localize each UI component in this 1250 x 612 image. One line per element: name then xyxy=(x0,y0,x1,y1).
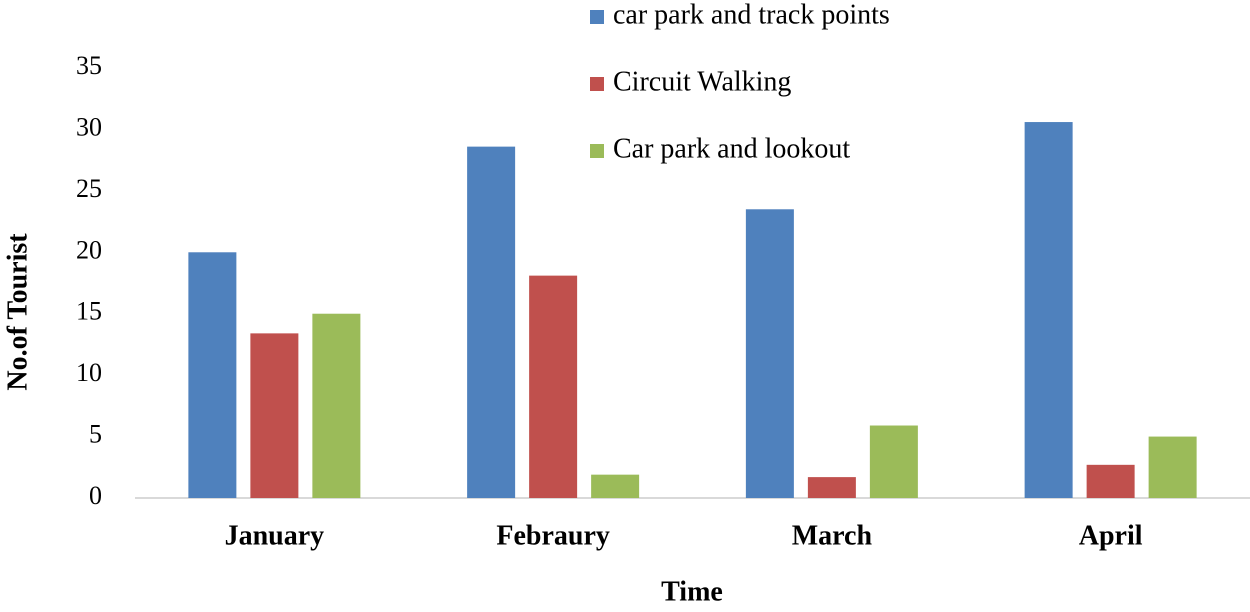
y-tick-label: 5 xyxy=(89,420,102,449)
legend-swatch xyxy=(590,10,604,24)
legend-label: Car park and lookout xyxy=(613,133,850,164)
bar xyxy=(188,252,237,498)
bar xyxy=(529,275,578,498)
y-tick-label: 30 xyxy=(76,112,102,141)
legend-swatch xyxy=(590,77,604,91)
y-tick-label: 10 xyxy=(76,358,102,387)
y-tick-label: 0 xyxy=(89,481,102,510)
x-tick-label: January xyxy=(225,520,325,551)
legend-swatch xyxy=(590,144,604,158)
bar xyxy=(1024,122,1073,499)
x-tick-label: March xyxy=(792,520,873,551)
y-tick-label: 15 xyxy=(76,297,102,326)
bar xyxy=(467,146,516,498)
bar xyxy=(869,425,918,498)
y-tick-label: 25 xyxy=(76,174,102,203)
legend-label: Circuit Walking xyxy=(613,66,791,97)
bar xyxy=(1148,436,1197,498)
bar xyxy=(1086,464,1135,498)
bar xyxy=(745,209,794,499)
legend-label: car park and track points xyxy=(613,0,890,30)
x-tick-label: April xyxy=(1079,520,1143,551)
x-tick-label: Febraury xyxy=(496,520,610,551)
x-axis-title: Time xyxy=(661,576,723,607)
y-tick-label: 20 xyxy=(76,235,102,264)
bar xyxy=(250,333,299,498)
y-axis-title: No.of Tourist xyxy=(2,233,33,391)
bar xyxy=(591,474,640,498)
bar xyxy=(807,477,856,498)
y-tick-label: 35 xyxy=(76,51,102,80)
bar xyxy=(312,313,361,498)
